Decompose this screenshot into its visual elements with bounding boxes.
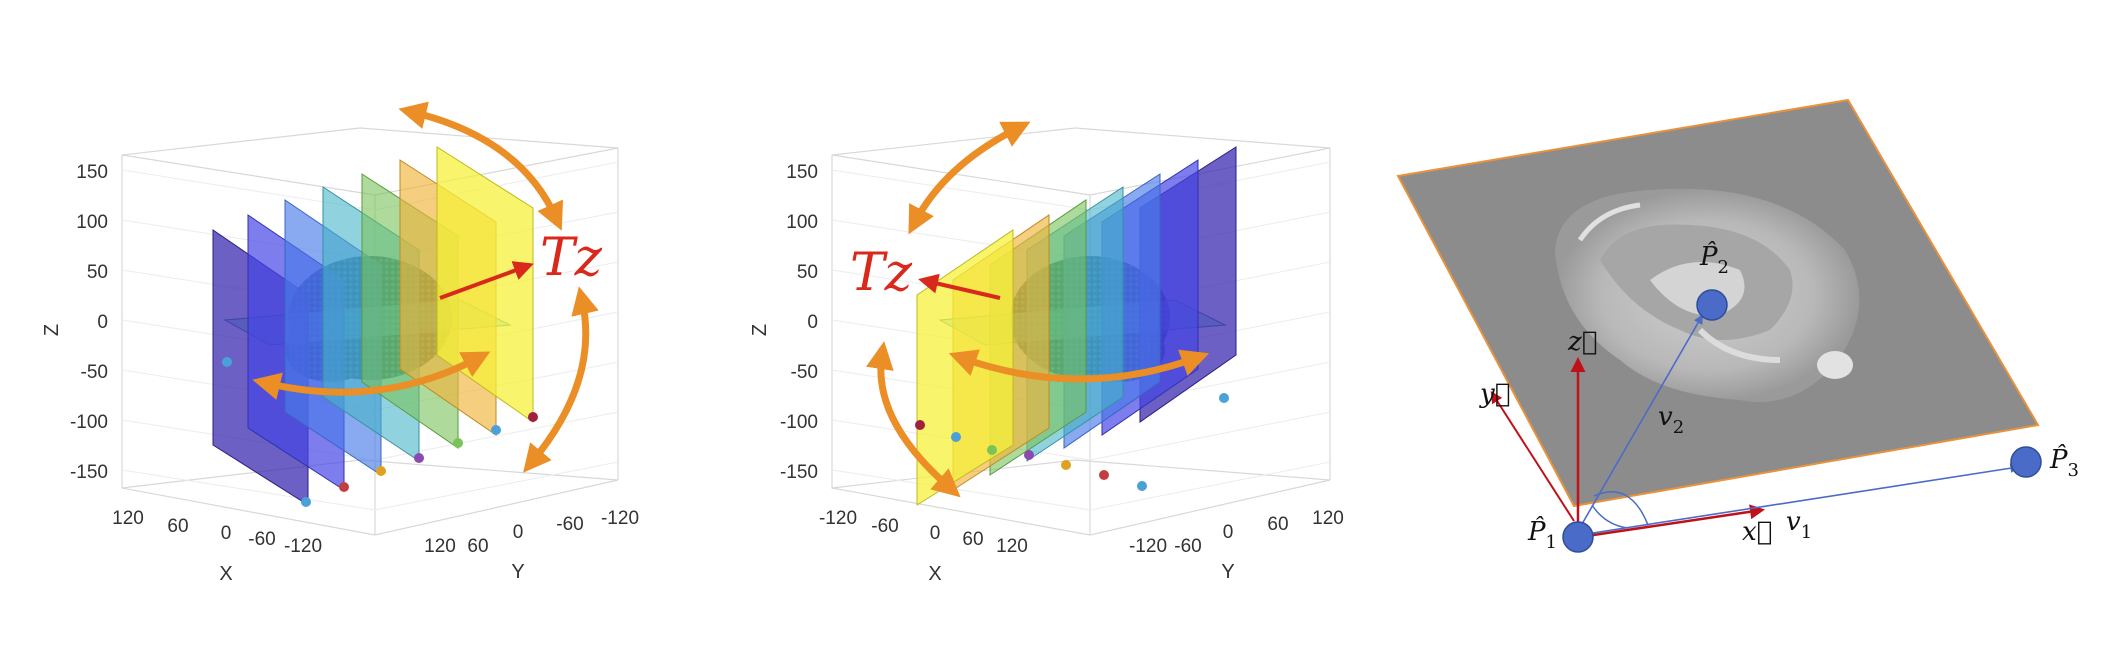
rotation-arrow-left [866, 341, 961, 498]
y-tick: 60 [1267, 514, 1288, 535]
z-tick: 100 [76, 212, 108, 233]
z-tick: -150 [780, 462, 818, 483]
z-tick: 150 [786, 162, 818, 183]
v1-vector [1579, 463, 2020, 536]
y-tick: -120 [1129, 536, 1167, 557]
x-tick: -120 [284, 536, 322, 557]
rotation-arrow-top [398, 101, 564, 231]
v1-label: v1 [1786, 507, 1812, 543]
x-tick: 60 [962, 529, 983, 550]
y-vector-label: y⃗ [1479, 379, 1510, 409]
panel-right: P̂1 P̂2 P̂3 v1 v2 x⃗ y⃗ z⃗ [1396, 98, 2079, 553]
angle-arc-2 [1593, 491, 1649, 526]
left-z-ticks: 150 100 50 0 -50 -100 -150 [70, 162, 108, 483]
x-tick: -60 [871, 516, 898, 537]
z-tick: -50 [791, 362, 818, 383]
y-axis-label: Y [1221, 561, 1234, 583]
z-tick: 50 [87, 262, 108, 283]
tz-label: Tz [850, 243, 913, 303]
z-tick: 100 [786, 212, 818, 233]
z-axis-label: Z [41, 324, 63, 336]
slice-planes [212, 146, 534, 506]
x-axis-label: X [928, 563, 941, 585]
y-axis-label: Y [511, 561, 524, 583]
z-tick: -100 [780, 412, 818, 433]
rotation-arrow-right [523, 286, 599, 473]
panel-middle: 150 100 50 0 -50 -100 -150 Z -120 -60 0 … [749, 121, 1344, 585]
y-tick: 120 [1312, 508, 1344, 529]
p1-label: P̂1 [1527, 516, 1557, 553]
rotation-arrow-axial [252, 351, 491, 400]
x-tick: -120 [819, 508, 857, 529]
p3-label: P̂3 [2049, 444, 2079, 481]
y-tick: 0 [1223, 522, 1234, 543]
middle-x-ticks: -120 -60 0 60 120 [819, 508, 1028, 557]
x-vector-label: x⃗ [1742, 517, 1772, 547]
rotation-arrow-axial [948, 349, 1210, 383]
point-p2 [1696, 289, 1728, 321]
z-tick: 150 [76, 162, 108, 183]
z-vector-label: z⃗ [1567, 327, 1597, 357]
x-axis-vector [1579, 504, 1765, 539]
z-tick: 50 [797, 262, 818, 283]
tz-label: Tz [540, 228, 603, 288]
z-tick: -150 [70, 462, 108, 483]
y-tick: 0 [513, 522, 524, 543]
x-tick: 120 [996, 536, 1028, 557]
point-p1 [1562, 521, 1594, 553]
x-tick: -60 [248, 529, 275, 550]
y-tick: -60 [556, 514, 583, 535]
y-tick: -60 [1174, 536, 1201, 557]
z-tick: 0 [807, 312, 818, 333]
x-tick: 0 [930, 523, 941, 544]
left-x-ticks: 120 60 0 -60 -120 [112, 508, 322, 557]
x-tick: 120 [112, 508, 144, 529]
z-tick: 0 [97, 312, 108, 333]
y-tick: 60 [467, 536, 488, 557]
v2-vector [1581, 314, 1703, 525]
tz-arrow [918, 273, 1001, 300]
x-axis-label: X [219, 563, 232, 585]
tz-arrow [439, 261, 534, 300]
y-axis-vector [1490, 390, 1575, 522]
z-tick: -100 [70, 412, 108, 433]
z-axis-label: Z [749, 324, 771, 336]
y-tick: -120 [601, 508, 639, 529]
slice-planes [916, 146, 1237, 506]
y-tick: 120 [424, 536, 456, 557]
angle-arc-1 [1591, 504, 1629, 529]
x-tick: 60 [167, 516, 188, 537]
z-tick: -50 [81, 362, 108, 383]
panel-left: 150 100 50 0 -50 -100 -150 Z 120 60 0 -6… [41, 101, 639, 585]
point-p3 [2010, 446, 2042, 478]
p2-label: P̂2 [1699, 241, 1729, 278]
middle-y-ticks: -120 -60 0 60 120 [1129, 508, 1344, 557]
x-tick: 0 [221, 523, 232, 544]
v2-label: v2 [1658, 402, 1684, 438]
middle-z-ticks: 150 100 50 0 -50 -100 -150 [780, 162, 818, 483]
rotation-arrow-top [908, 121, 1031, 235]
left-y-ticks: -120 -60 0 60 120 [424, 508, 639, 557]
